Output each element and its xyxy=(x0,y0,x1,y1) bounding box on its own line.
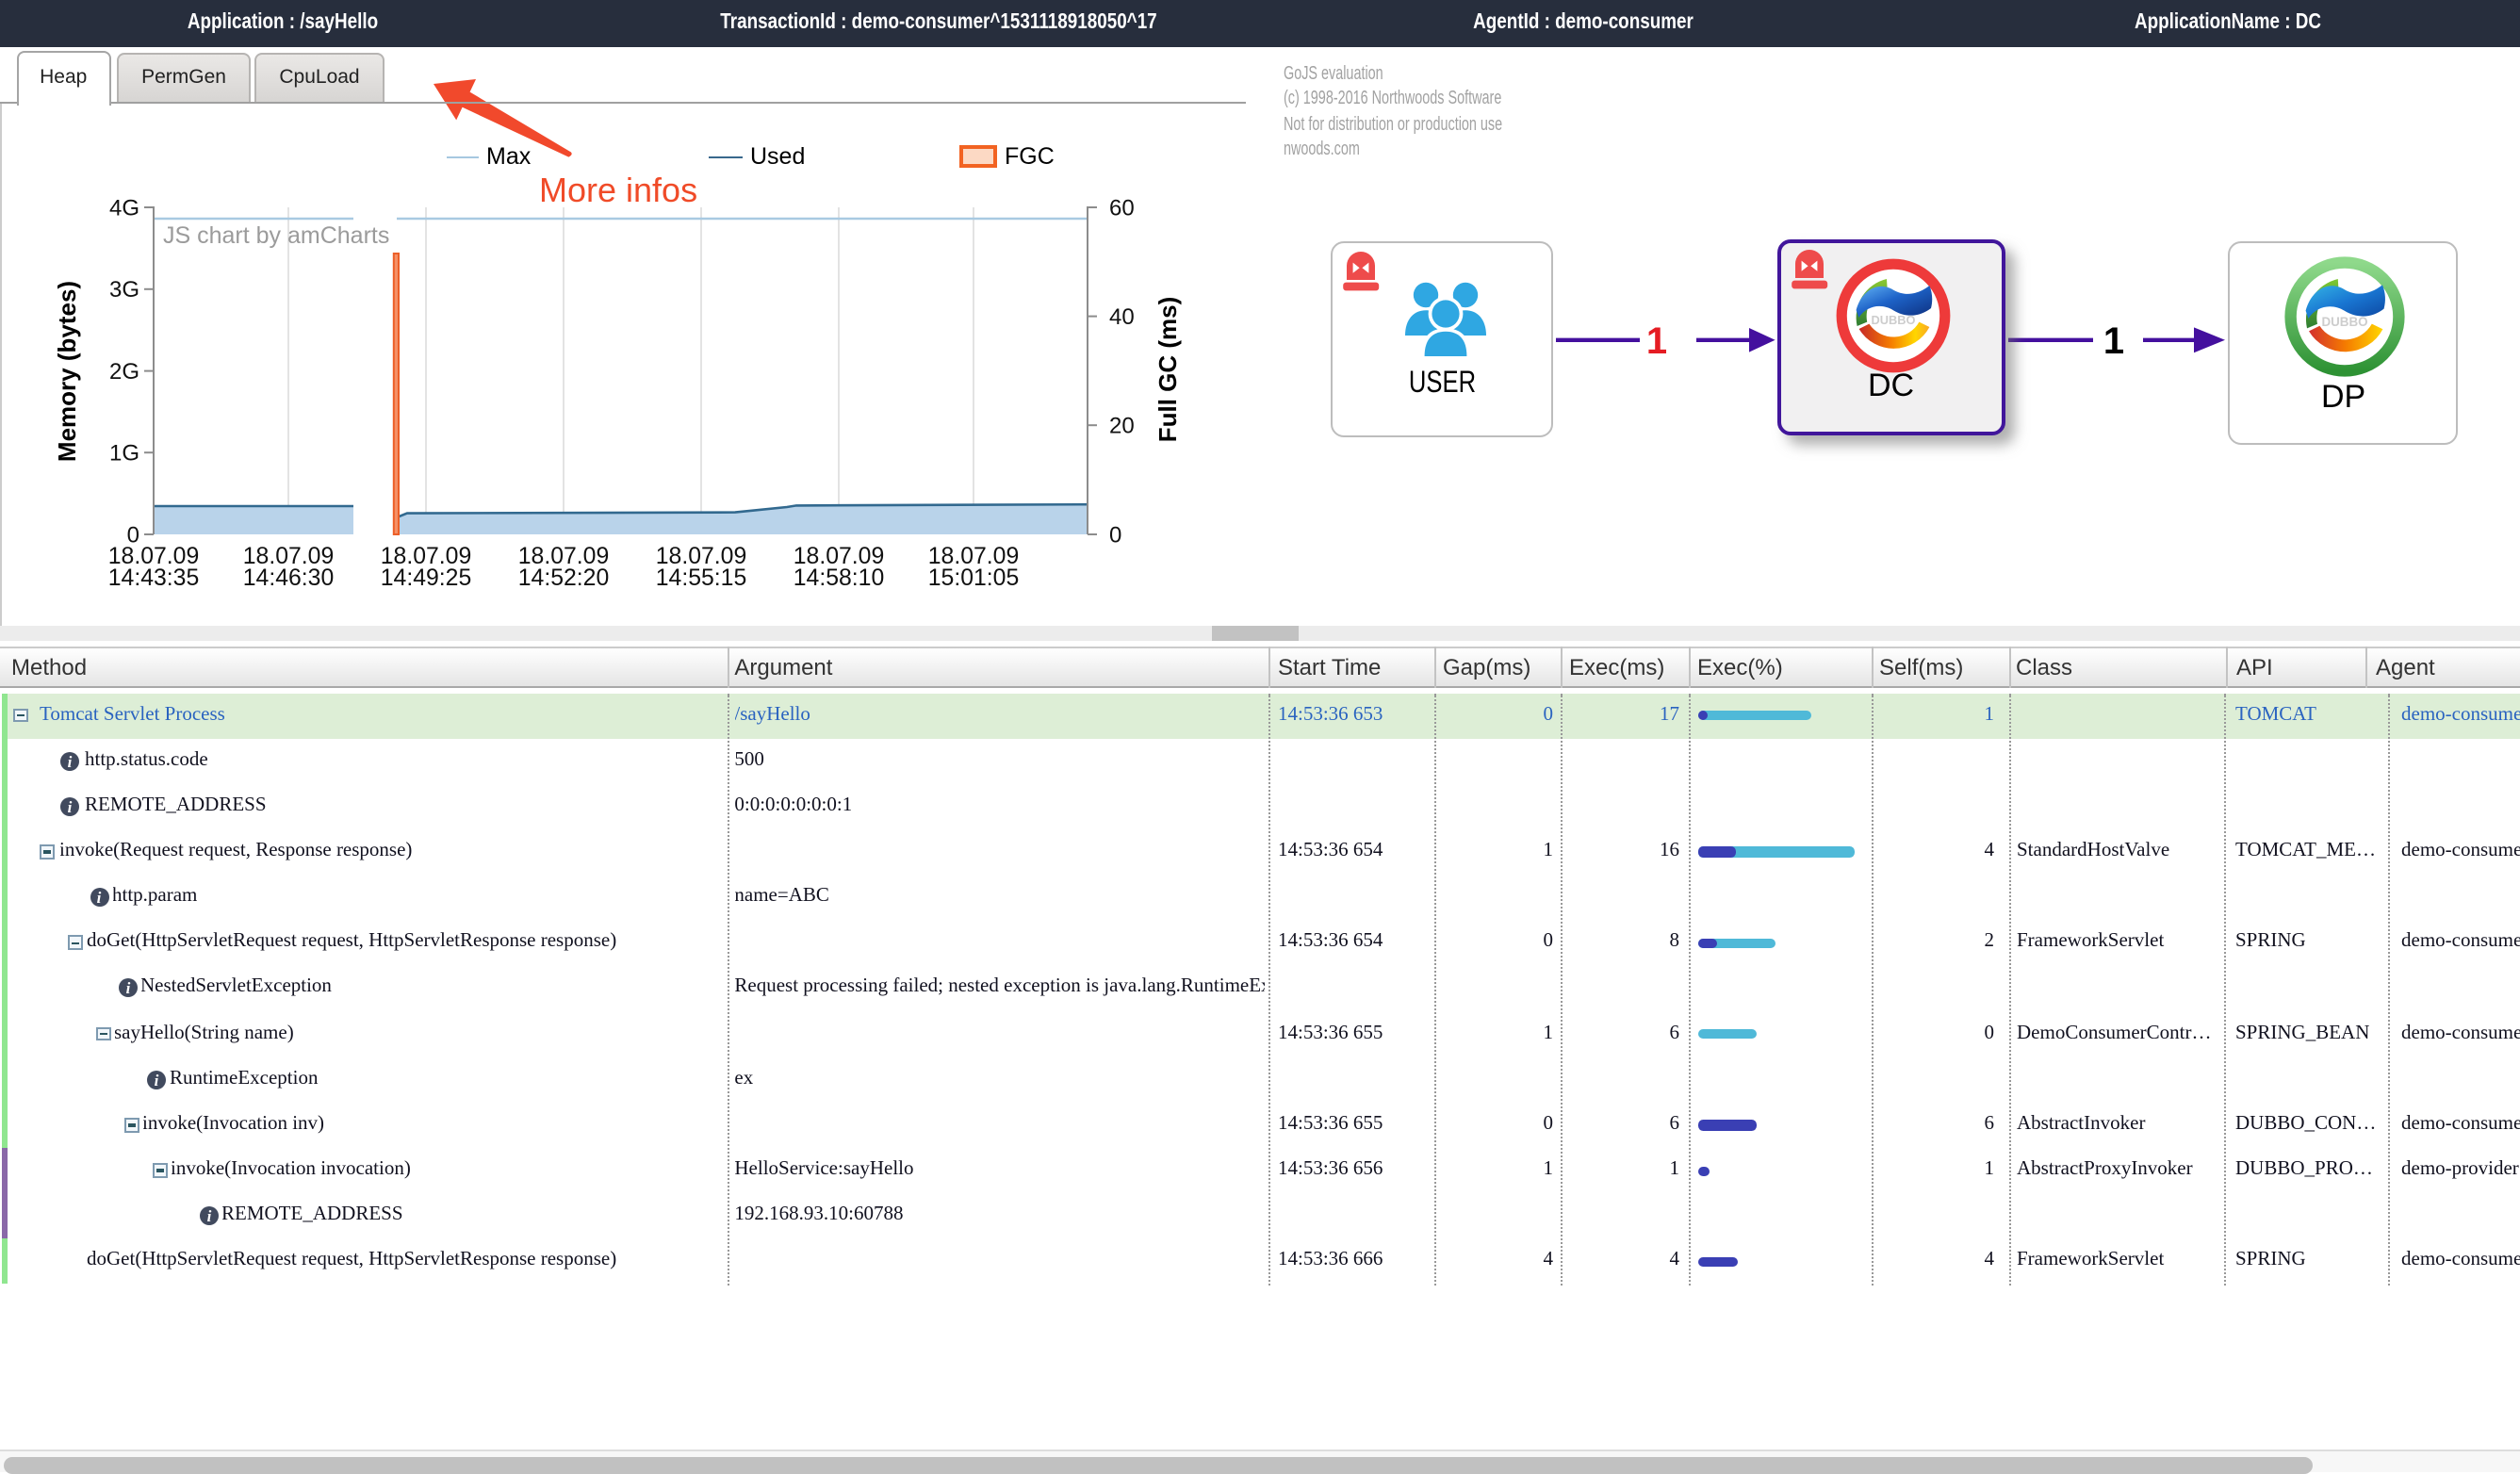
svg-text:DUBBO: DUBBO xyxy=(2322,316,2368,330)
svg-text:14:46:30: 14:46:30 xyxy=(243,565,335,591)
svg-text:15:01:05: 15:01:05 xyxy=(928,565,1020,591)
svg-text:3G: 3G xyxy=(109,277,139,303)
svg-text:2G: 2G xyxy=(109,359,139,385)
svg-text:0: 0 xyxy=(1109,522,1121,548)
svg-text:20: 20 xyxy=(1109,414,1135,439)
svg-text:Full GC (ms): Full GC (ms) xyxy=(1154,297,1182,443)
svg-text:18.07.09: 18.07.09 xyxy=(518,544,610,569)
svg-text:1: 1 xyxy=(1646,320,1667,362)
svg-text:18.07.09: 18.07.09 xyxy=(108,544,200,569)
svg-text:14:55:15: 14:55:15 xyxy=(656,565,747,591)
svg-text:14:49:25: 14:49:25 xyxy=(381,565,472,591)
svg-text:60: 60 xyxy=(1109,195,1135,221)
svg-text:18.07.09: 18.07.09 xyxy=(381,544,472,569)
svg-text:DUBBO: DUBBO xyxy=(1872,313,1916,327)
svg-text:18.07.09: 18.07.09 xyxy=(243,544,335,569)
svg-text:0: 0 xyxy=(127,522,139,548)
svg-text:18.07.09: 18.07.09 xyxy=(794,544,885,569)
svg-text:14:58:10: 14:58:10 xyxy=(794,565,885,591)
svg-text:1G: 1G xyxy=(109,441,139,467)
svg-text:4G: 4G xyxy=(109,195,139,221)
svg-text:14:43:35: 14:43:35 xyxy=(108,565,200,591)
svg-text:14:52:20: 14:52:20 xyxy=(518,565,610,591)
svg-text:Memory (bytes): Memory (bytes) xyxy=(53,281,81,462)
svg-text:JS chart by amCharts: JS chart by amCharts xyxy=(163,222,389,249)
svg-text:1: 1 xyxy=(2103,320,2124,362)
svg-text:40: 40 xyxy=(1109,304,1135,330)
svg-text:18.07.09: 18.07.09 xyxy=(928,544,1020,569)
svg-text:18.07.09: 18.07.09 xyxy=(656,544,747,569)
